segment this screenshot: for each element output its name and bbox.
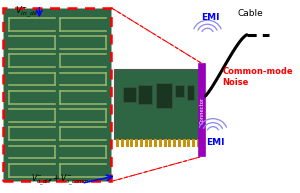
Bar xyxy=(126,139,128,147)
Bar xyxy=(156,83,172,108)
Bar xyxy=(197,139,200,147)
Bar xyxy=(154,139,157,147)
Bar xyxy=(121,139,124,147)
Bar xyxy=(182,139,185,147)
Bar xyxy=(200,64,205,156)
Bar xyxy=(140,139,143,147)
Bar xyxy=(130,139,133,147)
Bar xyxy=(145,139,148,147)
Bar xyxy=(175,85,184,96)
Bar xyxy=(149,139,152,147)
Bar xyxy=(135,139,138,147)
Bar xyxy=(187,85,194,100)
Text: Connector: Connector xyxy=(200,96,205,124)
Text: EMI: EMI xyxy=(201,13,219,22)
Bar xyxy=(114,69,203,139)
Bar xyxy=(116,139,119,147)
Bar xyxy=(178,139,181,147)
Bar xyxy=(138,85,152,104)
Text: Common-mode
Noise: Common-mode Noise xyxy=(222,68,293,87)
Bar xyxy=(123,87,136,102)
Text: $V^{-}_{in\_diff}$: $V^{-}_{in\_diff}$ xyxy=(15,5,42,20)
Bar xyxy=(192,139,195,147)
Text: $V^{-}_{o\_diff}+V^{-}_{o\_comm.}$: $V^{-}_{o\_diff}+V^{-}_{o\_comm.}$ xyxy=(31,173,92,188)
Text: EMI: EMI xyxy=(206,138,225,147)
Bar xyxy=(187,139,190,147)
Bar xyxy=(173,139,176,147)
Text: Cable: Cable xyxy=(237,9,263,18)
Bar xyxy=(159,139,162,147)
Bar xyxy=(164,139,166,147)
Bar xyxy=(168,139,171,147)
Bar xyxy=(3,8,111,181)
